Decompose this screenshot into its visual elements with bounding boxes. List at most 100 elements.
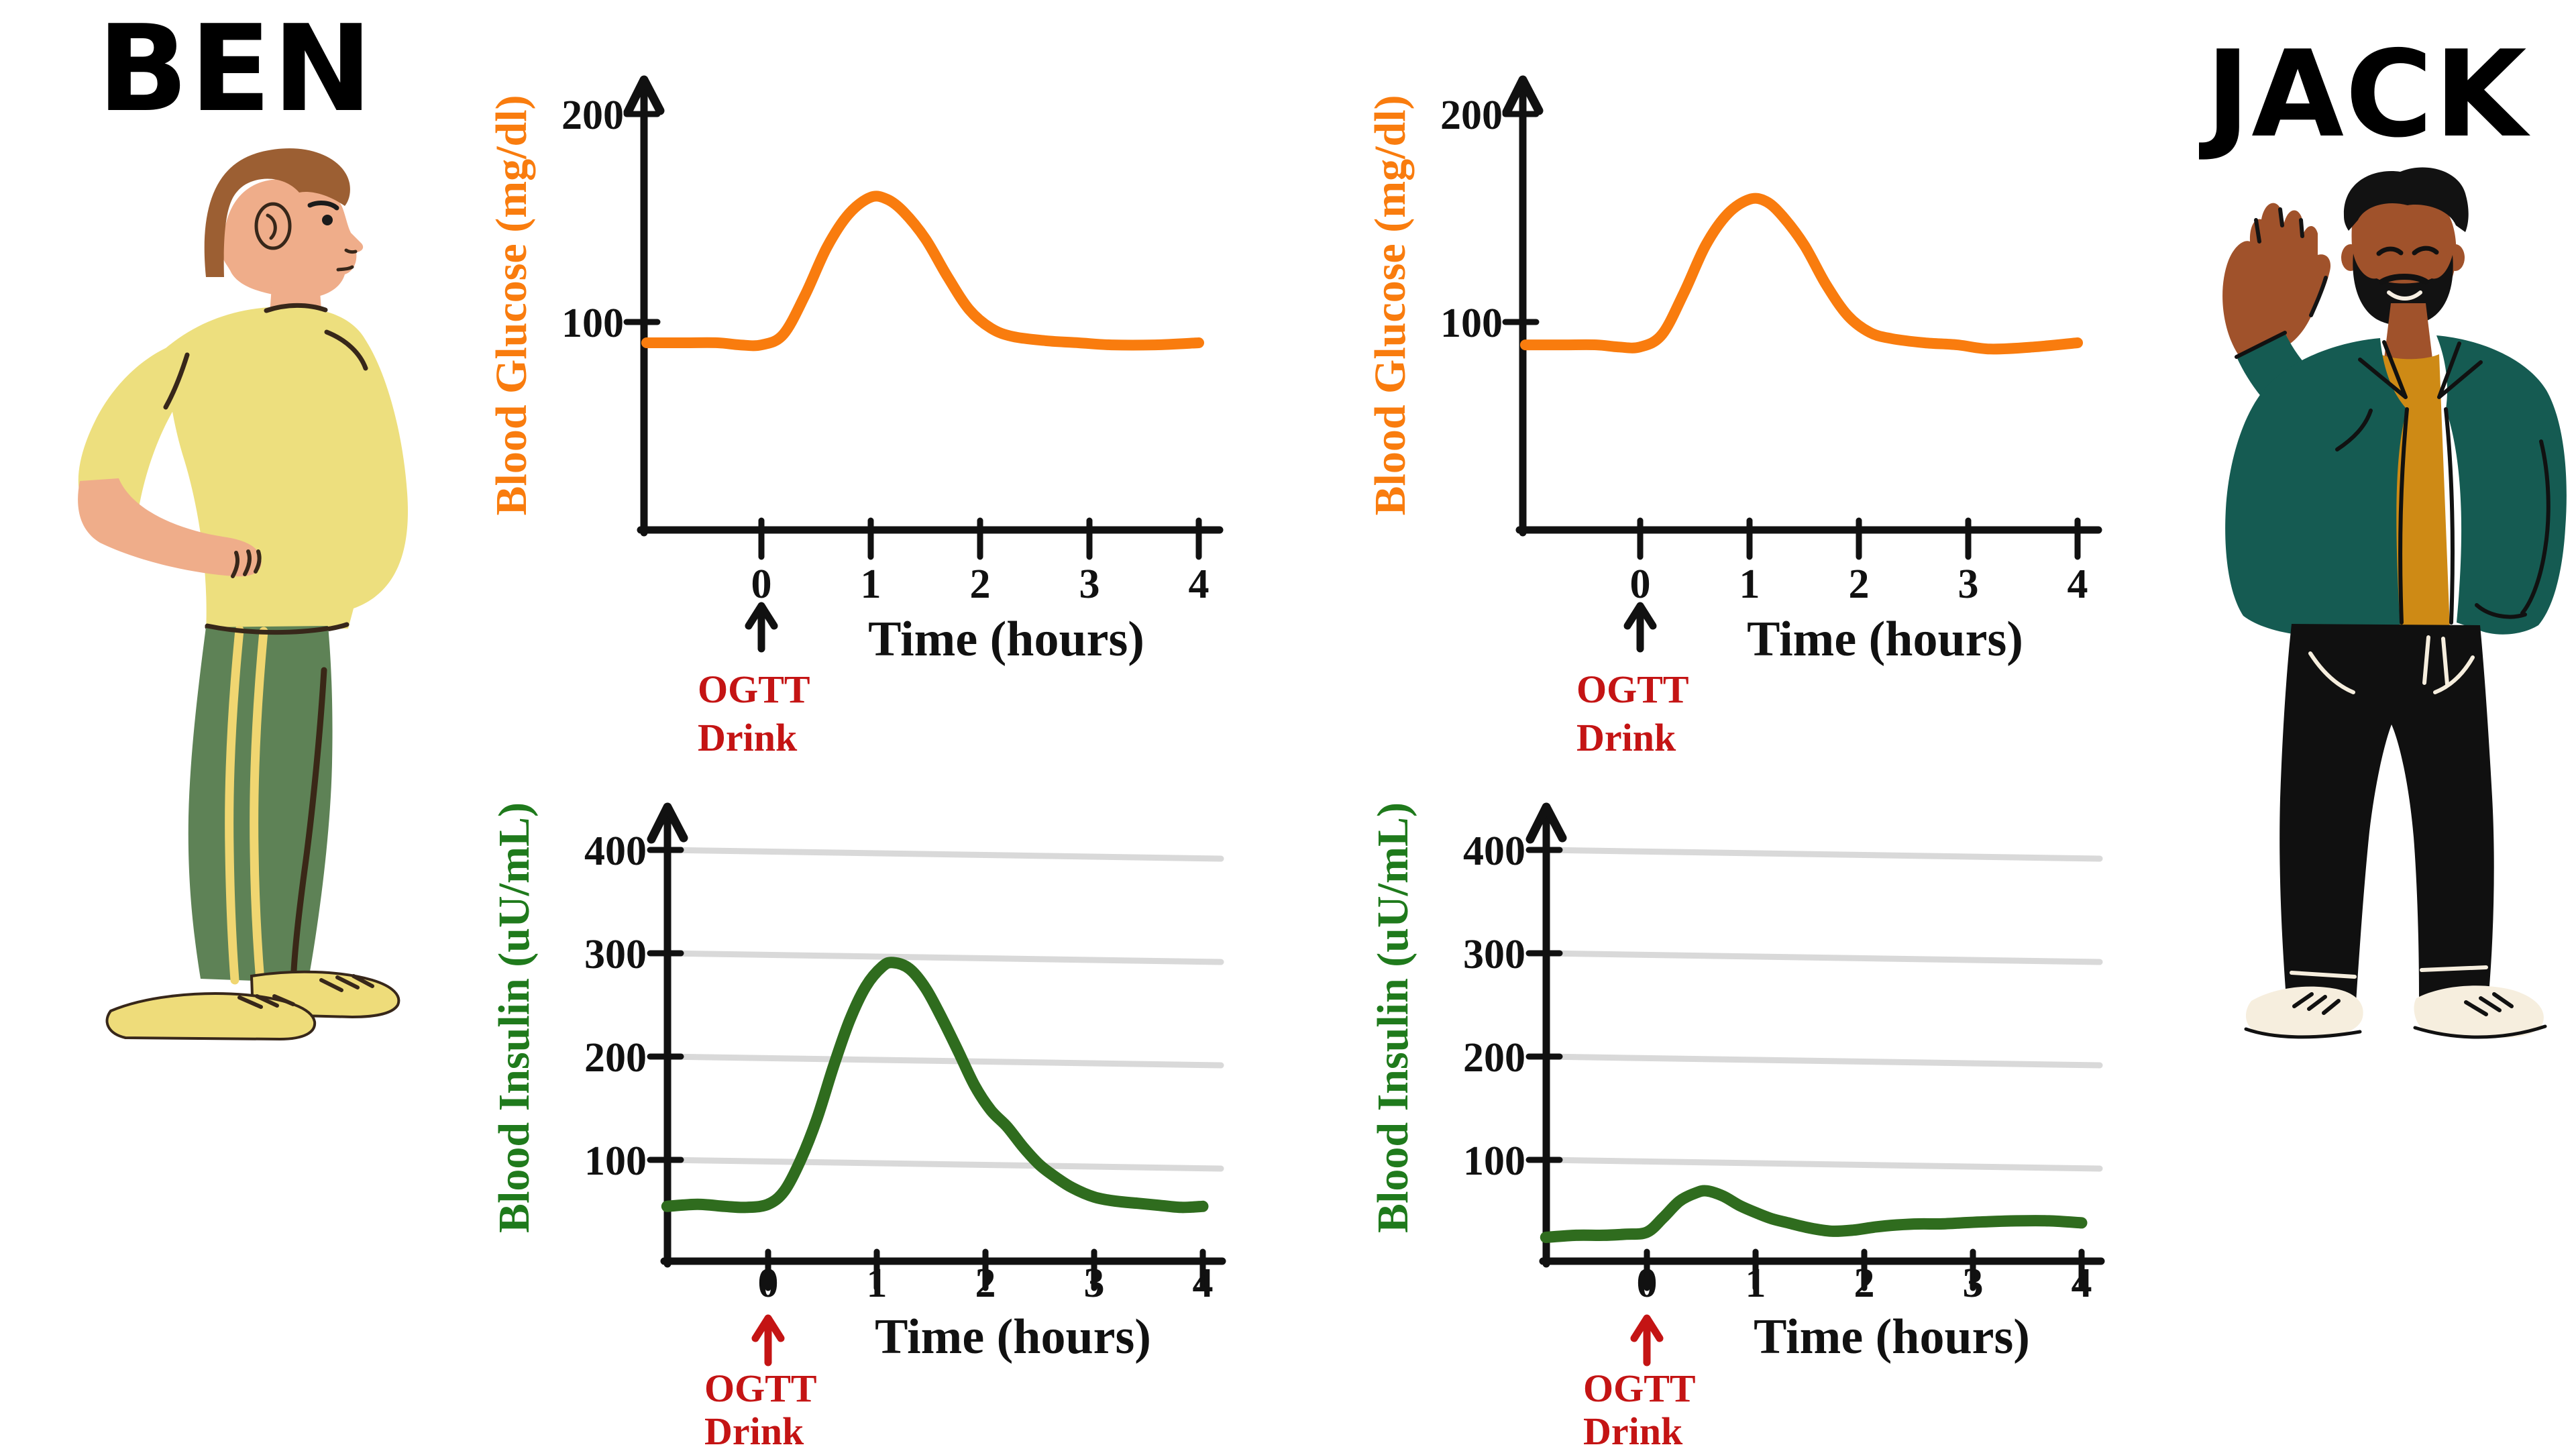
y-tick-100: 100 [1463, 1138, 1525, 1184]
x-tick-0: 0 [1637, 1260, 1658, 1306]
x-tick-3: 3 [1084, 1260, 1105, 1306]
x-tick-2: 2 [975, 1260, 996, 1306]
jack-insulin-chart: Blood Insulin (uU/mL) 400 300 200 100 0 … [1368, 802, 2105, 1449]
y-axis-arrowhead-icon [1502, 75, 1544, 117]
ben-ear [254, 202, 292, 250]
gridline-400 [664, 847, 1224, 862]
jack-shoe-right-sole [2413, 1024, 2547, 1039]
x-tick-2: 2 [970, 561, 991, 607]
y-tick-400: 400 [1463, 828, 1525, 874]
ben-glucose-chart: Blood Glucose (mg/dl) 200 100 0 1 2 3 4 … [487, 75, 1224, 759]
ben-eye [322, 215, 333, 225]
ben-hair [204, 148, 350, 277]
jack-smile [2387, 290, 2422, 301]
y-axis-arrowhead-icon [1525, 802, 1567, 844]
x-tick-3: 3 [1958, 561, 1979, 607]
jack-drawstrings [2422, 635, 2449, 686]
ben-brow [307, 201, 339, 211]
ogtt-annotation-line2: Drink [1576, 716, 1676, 759]
jack-finger-lines [2254, 207, 2328, 317]
x-axis-label: Time (hours) [875, 1309, 1151, 1364]
gridline-300 [1543, 950, 2103, 965]
jack-right-arm-lines [2475, 439, 2551, 619]
jack-cuff-line [2235, 331, 2287, 359]
ben-forearm [78, 478, 262, 577]
ogtt-annotation-line1: OGTT [698, 667, 810, 711]
data-curve-jack-insulin [1540, 1185, 2088, 1243]
jack-shoe-left [2245, 986, 2363, 1037]
data-curve-ben-glucose [641, 191, 1204, 352]
jack-shoe-left-laces [2292, 992, 2341, 1015]
ogtt-annotation-line2: Drink [704, 1409, 804, 1449]
x-tick-0: 0 [751, 561, 772, 607]
gridline-200 [664, 1053, 1224, 1069]
y-tick-100: 100 [584, 1138, 647, 1184]
ben-pants-stripe-1 [225, 625, 244, 985]
jack-figure [2222, 167, 2567, 1039]
jack-illustration [2222, 167, 2567, 1039]
ogtt-annotation-line1: OGTT [1576, 667, 1689, 711]
ben-shoe-back-laces [319, 974, 374, 992]
y-axis-label: Blood Glucose (mg/dl) [487, 95, 536, 515]
ogtt-arrow-icon [745, 602, 778, 653]
x-tick-1: 1 [1746, 1260, 1766, 1306]
ben-sleeve [78, 347, 188, 508]
ogtt-arrow-icon [751, 1314, 785, 1366]
ben-insulin-chart: Blood Insulin (uU/mL) 400 300 200 100 0 … [490, 802, 1226, 1449]
person-name-jack: JACK [2206, 25, 2528, 164]
jack-hand [2222, 203, 2331, 354]
y-tick-400: 400 [584, 828, 647, 874]
x-tick-0: 0 [758, 1260, 779, 1306]
jack-insulin-plot-area [1525, 802, 2105, 1366]
jack-hair [2343, 167, 2469, 232]
jack-pants [2279, 624, 2494, 1002]
ogtt-arrow-icon [1623, 602, 1657, 653]
ogtt-arrow-icon [1630, 1314, 1664, 1366]
ben-pants-stripe-2 [250, 627, 268, 986]
jack-jacket-left [2225, 338, 2407, 637]
jack-shoe-left-sole [2244, 1027, 2362, 1039]
ben-glucose-plot-area [623, 75, 1224, 653]
jack-eyes [2376, 246, 2439, 256]
y-tick-200: 200 [1440, 93, 1503, 138]
y-tick-200: 200 [1463, 1035, 1525, 1081]
y-tick-200: 200 [584, 1035, 647, 1081]
ben-figure [78, 148, 409, 1041]
x-tick-3: 3 [1963, 1260, 1984, 1306]
y-tick-300: 300 [584, 932, 647, 977]
x-tick-1: 1 [1739, 561, 1760, 607]
ogtt-annotation-line1: OGTT [704, 1366, 817, 1410]
y-tick-100: 100 [1440, 301, 1503, 346]
person-name-ben: BEN [97, 0, 374, 138]
jack-collar-lines [2358, 340, 2483, 399]
gridline-300 [664, 950, 1224, 965]
ben-shirt-lines [163, 303, 368, 635]
gridline-200 [1543, 1053, 2103, 1069]
x-tick-3: 3 [1079, 561, 1100, 607]
ben-face [223, 178, 364, 299]
gridline-100 [664, 1157, 1224, 1172]
x-tick-4: 4 [1193, 1260, 1214, 1306]
ben-insulin-plot-area [647, 802, 1226, 1366]
y-tick-300: 300 [1463, 932, 1525, 977]
y-axis-label: Blood Insulin (uU/mL) [1368, 802, 1417, 1233]
y-axis-label: Blood Insulin (uU/mL) [490, 802, 539, 1233]
jack-jacket-right [2436, 335, 2567, 635]
jack-glucose-plot-area [1502, 75, 2102, 653]
x-tick-1: 1 [867, 1260, 888, 1306]
ben-hand-lines [231, 549, 262, 578]
data-curve-ben-insulin [661, 957, 1209, 1214]
y-axis-arrowhead-icon [647, 802, 688, 844]
ben-illustration [78, 148, 409, 1041]
x-axis-label: Time (hours) [868, 612, 1144, 667]
y-tick-200: 200 [561, 93, 624, 138]
x-tick-4: 4 [1189, 561, 1210, 607]
x-tick-2: 2 [1849, 561, 1870, 607]
y-axis-label: Blood Glucose (mg/dl) [1366, 95, 1415, 515]
ben-waist-line [205, 623, 329, 635]
ben-shoe-front [105, 992, 317, 1041]
ogtt-annotation-line2: Drink [1583, 1409, 1683, 1449]
ben-shirt [166, 307, 409, 631]
y-axis-arrowhead-icon [623, 75, 665, 117]
